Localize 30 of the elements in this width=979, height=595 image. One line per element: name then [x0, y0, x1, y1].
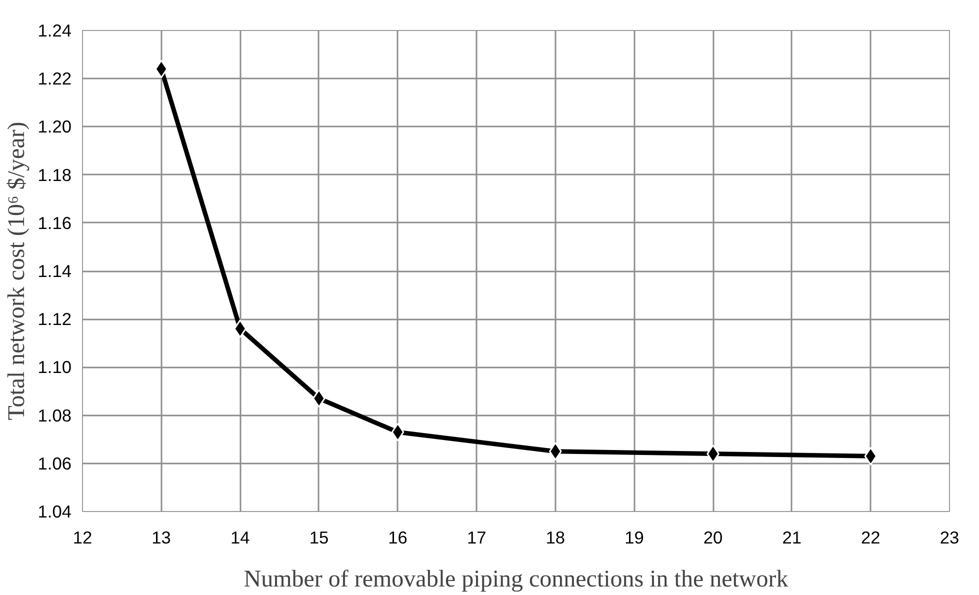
y-tick-label: 1.08	[38, 405, 72, 426]
y-tick-label: 1.18	[38, 164, 72, 185]
point	[154, 60, 168, 78]
x-tick-label: 22	[861, 528, 880, 548]
y-tick-label: 1.14	[38, 261, 72, 281]
y-tick-label: 1.04	[38, 502, 72, 522]
point	[864, 446, 878, 466]
x-tick-label: 20	[703, 528, 723, 548]
point	[548, 442, 562, 461]
point	[234, 319, 247, 338]
y-tick-label: 1.06	[38, 453, 72, 474]
x-tick-label: 13	[152, 528, 171, 548]
y-tick-label: 1.24	[38, 20, 72, 40]
x-tick-label: 23	[940, 528, 960, 548]
x-tick-label: 17	[466, 528, 486, 548]
x-tick-label: 21	[782, 528, 802, 548]
x-axis-title: Number of removable piping connections in the network	[244, 566, 788, 592]
y-axis-title: Total network cost (10⁶ $/year)	[4, 122, 30, 420]
y-tick-label: 1.10	[38, 357, 72, 378]
x-tick-label: 14	[230, 528, 250, 548]
y-tick-label: 1.16	[38, 212, 72, 233]
x-tick-label: 16	[388, 528, 408, 548]
x-tick-label: 19	[624, 528, 644, 548]
y-tick-label: 1.22	[38, 68, 72, 89]
x-tick-label: 18	[546, 528, 566, 548]
point	[391, 422, 404, 442]
x-tick-label: 15	[309, 528, 329, 548]
x-tick-label: 12	[72, 528, 92, 548]
y-tick-label: 1.12	[38, 309, 72, 330]
y-tick-label: 1.20	[38, 116, 72, 137]
